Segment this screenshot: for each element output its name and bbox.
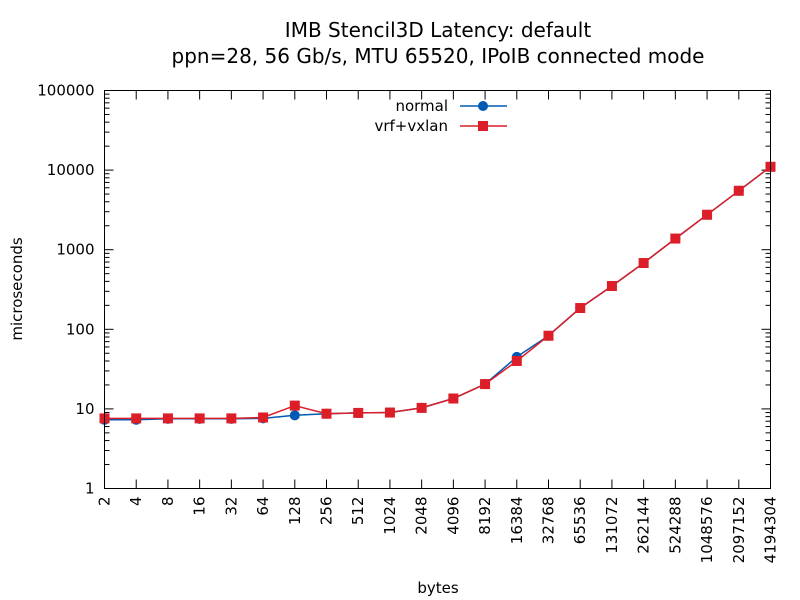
data-point <box>384 407 395 418</box>
y-tick-label: 10 <box>75 400 94 418</box>
legend-marker <box>478 101 488 111</box>
x-tick-label: 128 <box>286 497 304 526</box>
x-tick-label: 8192 <box>476 496 494 534</box>
x-axis-label: bytes <box>417 579 459 597</box>
data-point <box>258 412 269 423</box>
y-axis-label: microseconds <box>8 237 26 341</box>
y-tick-label: 1 <box>85 480 95 498</box>
y-tick-label: 100 <box>66 320 95 338</box>
data-point <box>289 400 300 411</box>
data-point <box>543 330 554 341</box>
data-point <box>194 413 205 424</box>
data-point <box>702 209 713 220</box>
data-point <box>670 233 681 244</box>
x-tick-label: 1048576 <box>698 497 716 564</box>
data-point <box>353 407 364 418</box>
series-line-0 <box>104 166 771 421</box>
legend-label: normal <box>395 97 448 115</box>
plot-frame <box>104 90 771 489</box>
data-point <box>162 413 173 424</box>
data-point <box>606 280 617 291</box>
data-point <box>131 413 142 424</box>
y-tick-label: 1000 <box>56 241 94 259</box>
x-tick-label: 4194304 <box>762 497 780 564</box>
x-tick-label: 262144 <box>635 497 653 554</box>
x-tick-label: 256 <box>318 497 336 526</box>
series-line-1 <box>104 166 771 420</box>
x-tick-label: 131072 <box>603 497 621 554</box>
x-tick-label: 16384 <box>508 497 526 545</box>
x-tick-label: 2097152 <box>730 497 748 564</box>
data-point <box>511 355 522 366</box>
x-tick-label: 524288 <box>666 497 684 554</box>
chart-subtitle: ppn=28, 56 Gb/s, MTU 65520, IPoIB connec… <box>172 44 705 68</box>
data-point <box>289 410 300 421</box>
x-tick-label: 8 <box>159 497 177 507</box>
x-tick-label: 64 <box>254 497 272 516</box>
data-point <box>448 393 459 404</box>
y-tick-label: 10000 <box>47 161 95 179</box>
y-tick-label: 100000 <box>37 82 94 100</box>
legend-label: vrf+vxlan <box>374 117 448 135</box>
data-point <box>416 402 427 413</box>
x-tick-label: 32768 <box>540 497 558 545</box>
x-tick-label: 32 <box>222 497 240 516</box>
x-tick-label: 2 <box>96 497 114 507</box>
data-point <box>226 413 237 424</box>
x-tick-label: 4096 <box>444 497 462 535</box>
plot-area <box>99 161 776 425</box>
legend-marker <box>478 121 488 131</box>
x-tick-label: 512 <box>349 497 367 526</box>
x-tick-label: 2048 <box>413 497 431 535</box>
chart-title: IMB Stencil3D Latency: default <box>285 18 592 42</box>
data-point <box>575 303 586 314</box>
data-point <box>733 185 744 196</box>
data-point <box>480 379 491 390</box>
x-tick-label: 16 <box>191 497 209 516</box>
x-tick-label: 65536 <box>571 497 589 545</box>
legend: normal vrf+vxlan <box>374 97 507 135</box>
data-point <box>321 408 332 419</box>
data-point <box>638 258 649 269</box>
x-tick-label: 4 <box>127 497 145 507</box>
x-tick-label: 1024 <box>381 497 399 535</box>
axis-ticks: 1 10 100 1000 10000 100000 2 4 8 16 32 64 128 256 512 1… <box>37 82 779 564</box>
